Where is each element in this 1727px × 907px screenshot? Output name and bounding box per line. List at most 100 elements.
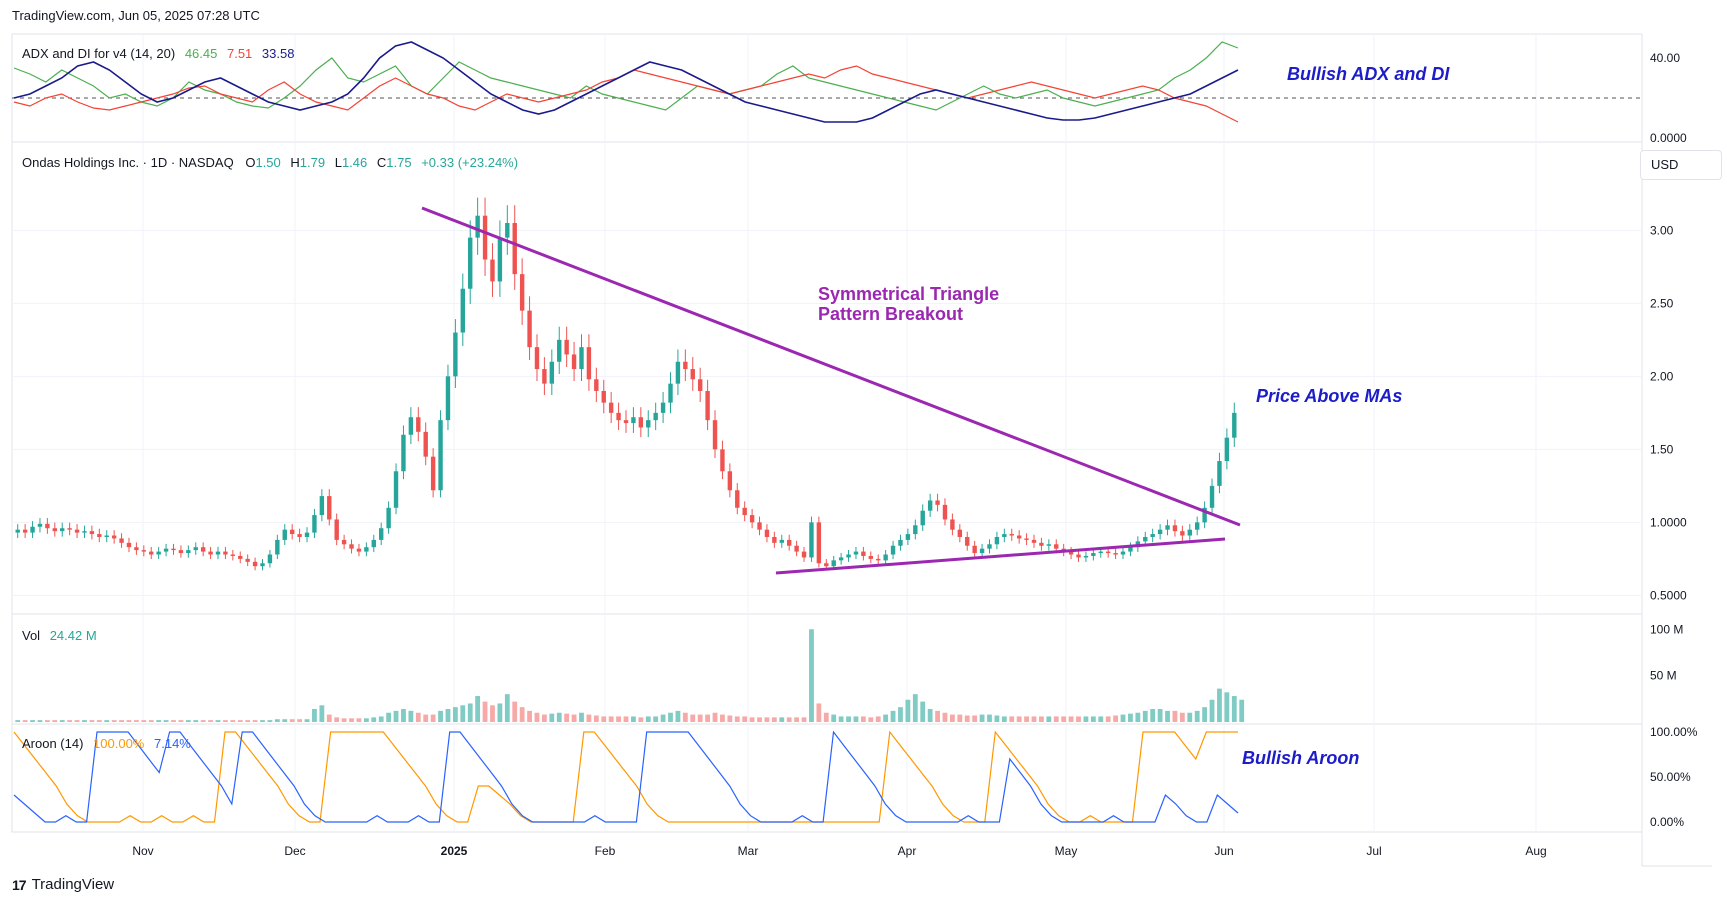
candle-body [987,544,992,549]
symbol-name: Ondas Holdings Inc. · 1D · NASDAQ [22,155,234,170]
candle-body [801,551,807,558]
candle-body [490,259,495,282]
aroon-up-value: 100.00% [93,736,145,751]
volume-bar [556,712,562,722]
volume-bar [631,716,636,722]
candle-body [416,417,421,432]
currency-selector[interactable]: USD [1640,150,1722,180]
volume-bar [304,719,310,722]
candle-body [163,548,169,552]
candle-body [89,531,95,535]
candle-body [831,560,836,567]
candle-body [994,536,1000,545]
volume-bar [898,707,903,722]
candle-body [475,215,480,238]
volume-bar [942,712,948,722]
volume-bar [438,710,443,722]
volume-bar [697,714,703,722]
volume-bar [816,703,822,722]
volume-bar [593,715,599,722]
x-tick-label: Aug [1525,844,1546,858]
candle-body [868,555,873,559]
volume-bar [1120,714,1126,722]
adx-legend-minus: 7.51 [227,46,252,61]
triangle-lower-trendline[interactable] [775,537,1226,575]
pane-frames [11,33,1712,867]
candle-body [453,332,458,377]
candle-body [1031,539,1037,543]
volume-bar [660,714,666,722]
volume-bar [274,719,280,722]
volume-bar [935,710,940,722]
candle-body [1157,529,1163,535]
aroon-series-line [13,730,1238,823]
candle-body [950,519,955,530]
volume-bar [883,714,889,722]
volume-value: 24.42 M [50,628,97,643]
volume-bar [668,712,673,722]
candle-body [304,532,310,537]
candle-body [297,534,302,537]
volume-bar [1090,716,1096,722]
volume-bar [1009,716,1015,722]
candle-body [423,431,428,457]
footer-brand[interactable]: 17 TradingView [12,876,114,893]
volume-bar [601,716,607,722]
annotation-triangle-line1: Symmetrical Triangle [818,284,999,304]
candle-body [230,554,236,556]
candle-body [772,536,777,543]
volume-bar [408,710,414,722]
volume-bar [289,719,295,722]
volume-y-tick-label: 100 M [1650,622,1683,636]
candle-body [468,237,473,289]
candle-body [1076,554,1081,558]
candle-body [393,471,399,508]
volume-bar [1239,699,1245,722]
volume-bar [905,699,911,722]
high-value: 1.79 [300,155,325,170]
volume-bar [282,719,288,722]
volume-bar [1083,716,1089,722]
candle-body [883,554,888,561]
volume-bar [1194,710,1200,722]
volume-bar [1231,696,1237,722]
volume-bar [156,720,162,722]
aroon-legend[interactable]: Aroon (14) 100.00% 7.14% [22,736,191,751]
volume-y-tick-label: 50 M [1650,669,1677,683]
candle-body [134,547,139,551]
candle-body [927,500,933,511]
x-tick-label: Nov [132,844,153,858]
volume-bar [979,714,985,722]
volume-bar [823,712,829,722]
candle-body [1209,485,1215,508]
candle-body [1150,534,1155,537]
candle-body [527,310,532,348]
y-tick-label: 2.50 [1650,296,1674,310]
adx-legend[interactable]: ADX and DI for v4 (14, 20) 46.45 7.51 33… [22,46,294,61]
candle-body [1202,507,1207,523]
volume-bar [467,703,473,722]
candle-body [549,361,555,384]
volume-bar [230,720,236,722]
volume-bar [148,720,154,722]
price-pane [15,197,1237,571]
volume-bar [1001,716,1007,722]
volume-bar [749,717,755,722]
volume-bar [846,716,851,722]
candle-body [512,223,517,275]
volume-bar [52,720,58,722]
volume-bar [586,714,592,722]
candle-body [275,539,280,555]
price-legend[interactable]: Ondas Holdings Inc. · 1D · NASDAQ O1.50 … [22,155,518,170]
candle-body [408,417,414,435]
volume-legend[interactable]: Vol 24.42 M [22,628,97,643]
candle-body [111,535,117,539]
volume-bar [252,720,258,722]
candle-body [1165,525,1170,530]
triangle-upper-trendline[interactable] [421,206,1241,527]
volume-bar [67,720,73,722]
candle-body [438,420,443,491]
volume-bar [356,718,362,722]
volume-bar [319,705,325,722]
